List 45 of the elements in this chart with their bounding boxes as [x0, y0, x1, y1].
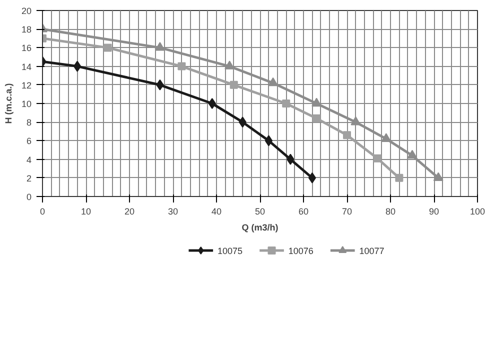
y-tick-label: 2	[26, 173, 32, 184]
y-tick-label: 10	[21, 99, 32, 109]
point	[407, 150, 418, 159]
point	[381, 133, 392, 142]
x-tick-label: 30	[168, 206, 178, 216]
point	[350, 116, 361, 126]
point	[154, 42, 165, 51]
point	[104, 44, 112, 52]
x-tick-label: 10	[80, 206, 92, 216]
point	[308, 172, 316, 184]
point	[433, 172, 444, 181]
point	[395, 174, 404, 182]
y-tick-label: 14	[21, 62, 32, 72]
x-axis-title: Q (m3/h)	[242, 222, 278, 232]
y-tick-label: 16	[21, 43, 32, 54]
point	[264, 135, 273, 146]
y-axis-title: H (m.c.a.)	[3, 83, 14, 124]
point	[312, 114, 321, 122]
x-tick-label: 0	[40, 206, 46, 216]
x-tick-label: 60	[298, 206, 309, 216]
x-tick-label: 100	[470, 206, 486, 216]
y-tick-label: 12	[21, 80, 32, 90]
y-tick-label: 6	[26, 136, 32, 146]
x-tick-label: 70	[342, 206, 352, 216]
point	[73, 60, 82, 72]
point	[208, 98, 216, 109]
point	[178, 62, 186, 70]
point	[343, 131, 351, 140]
point	[282, 100, 290, 108]
point	[268, 77, 278, 86]
x-tick-label: 90	[428, 206, 440, 216]
y-tick-label: 0	[26, 192, 32, 202]
x-tick-label: 20	[124, 206, 135, 216]
legend-label: 10075	[217, 246, 243, 256]
y-tick-label: 4	[26, 154, 32, 165]
legend-label: 10076	[288, 246, 314, 256]
y-tick-label: 18	[21, 24, 32, 35]
point	[373, 154, 382, 162]
x-tick-label: 50	[254, 206, 266, 216]
point	[230, 80, 238, 89]
y-tick-label: 8	[26, 118, 32, 128]
x-tick-label: 40	[211, 206, 222, 216]
legend-label: 10077	[359, 246, 384, 256]
x-tick-label: 80	[385, 206, 396, 216]
y-tick-label: 20	[21, 6, 32, 16]
